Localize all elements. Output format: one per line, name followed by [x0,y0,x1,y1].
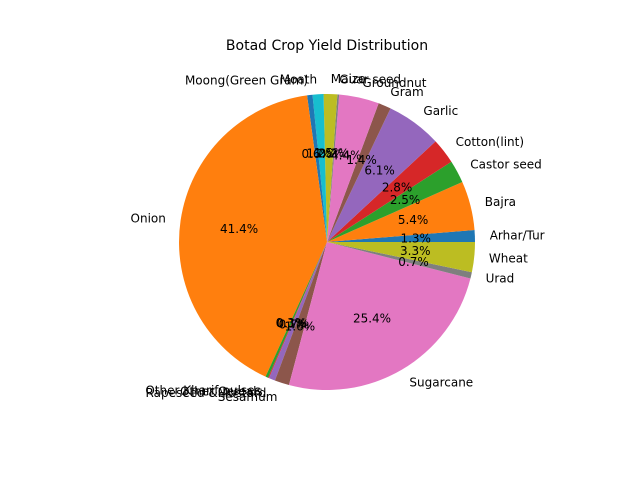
pie-slice-bajra [327,182,475,242]
slice-percent-sugarcane: 25.4% [353,312,391,326]
pie-slice-gram [327,103,391,242]
pie-labels: Arhar/Tur Bajra Castor seed Cotton(lint) Gar… [131,72,545,404]
slice-percent-moath: 1.2% [306,146,337,160]
slice-percent-wheat: 3.3% [400,244,431,258]
pie-slice-sugarcane [288,242,471,391]
pie-slice-sesamum [274,242,327,386]
slice-percent-maize: 1.5% [314,146,345,160]
slice-label-moath: Moath [280,73,317,87]
pie-slice-moath [312,94,327,242]
slice-label-other-cereals: Other Cereals [180,385,263,399]
pie-slice-wheat [327,242,475,273]
slice-label-groundnut: Groundnut [362,76,426,90]
slice-percent-groundnut: 4.4% [331,148,362,162]
pie-slice-maize [323,93,338,242]
slice-percent-gram: 1.4% [346,153,377,167]
slice-label-garlic: Garlic [423,104,458,118]
slice-percent-onion: 41.4% [220,222,258,236]
slice-percent-cotton-lint: 2.8% [382,181,413,195]
slice-percent-rapeseed-mustard: 0.7% [279,317,310,331]
pie-slice-other-cereals [268,242,327,379]
pie-slice-rapeseed-mustard [268,242,327,381]
slice-label-arhar-tur: Arhar/Tur [490,228,545,242]
slice-label-maize: Maize [331,72,366,86]
slice-label-sugarcane: Sugarcane [409,375,473,389]
pie-slice-cotton-lint [327,141,452,242]
slice-percent-other-cereals: 0.1% [277,317,308,331]
slice-percent-bajra: 5.4% [398,213,429,227]
pie-slice-garlic [327,108,436,242]
pie-slices [179,93,475,391]
slice-label-rapeseed-mustard: Rapeseed &Mustard [146,386,267,400]
pie-slice-arhar-tur [327,230,475,242]
slice-percent-castor-seed: 2.5% [390,193,421,207]
slice-label-gram: Gram [390,85,423,99]
slice-label-other-kharif-pulses: Other Kharif pulses [145,384,260,398]
pie-slice-guar-seed [327,94,340,242]
pie-slice-urad [327,242,472,279]
pie-percent-labels: 1.3% 5.4% 2.5%2.8% 6.1%1.4%4.4%0.2%1.5%1.2%… [220,146,431,333]
slice-percent-urad: 0.7% [398,255,429,269]
slice-label-castor-seed: Castor seed [470,158,541,172]
slice-percent-guar-seed: 0.2% [319,147,350,161]
pie-slice-groundnut [327,94,379,242]
slice-label-onion: Onion [131,211,166,225]
slice-label-bajra: Bajra [485,195,516,209]
slice-label-guar-seed: Guar seed [339,73,401,87]
slice-percent-moong-green-gram: 0.6% [301,147,332,161]
slice-percent-sesamum: 1.6% [285,320,316,334]
slice-percent-garlic: 6.1% [364,163,395,177]
slice-label-wheat: Wheat [489,252,528,266]
slice-label-moong-green-gram: Moong(Green Gram) [185,73,308,87]
pie-slice-moong-green-gram [307,94,327,243]
pie-slice-other-kharif-pulses [265,242,327,378]
slice-label-urad: Urad [486,272,515,286]
slice-label-sesamum: Sesamum [218,390,278,404]
pie-slice-onion [179,95,327,377]
slice-label-cotton-lint: Cotton(lint) [456,135,524,149]
chart-title: Botad Crop Yield Distribution [226,38,428,54]
slice-percent-arhar-tur: 1.3% [400,231,431,245]
pie-slice-castor-seed [327,161,463,242]
slice-percent-other-kharif-pulses: 0.3% [276,316,307,330]
